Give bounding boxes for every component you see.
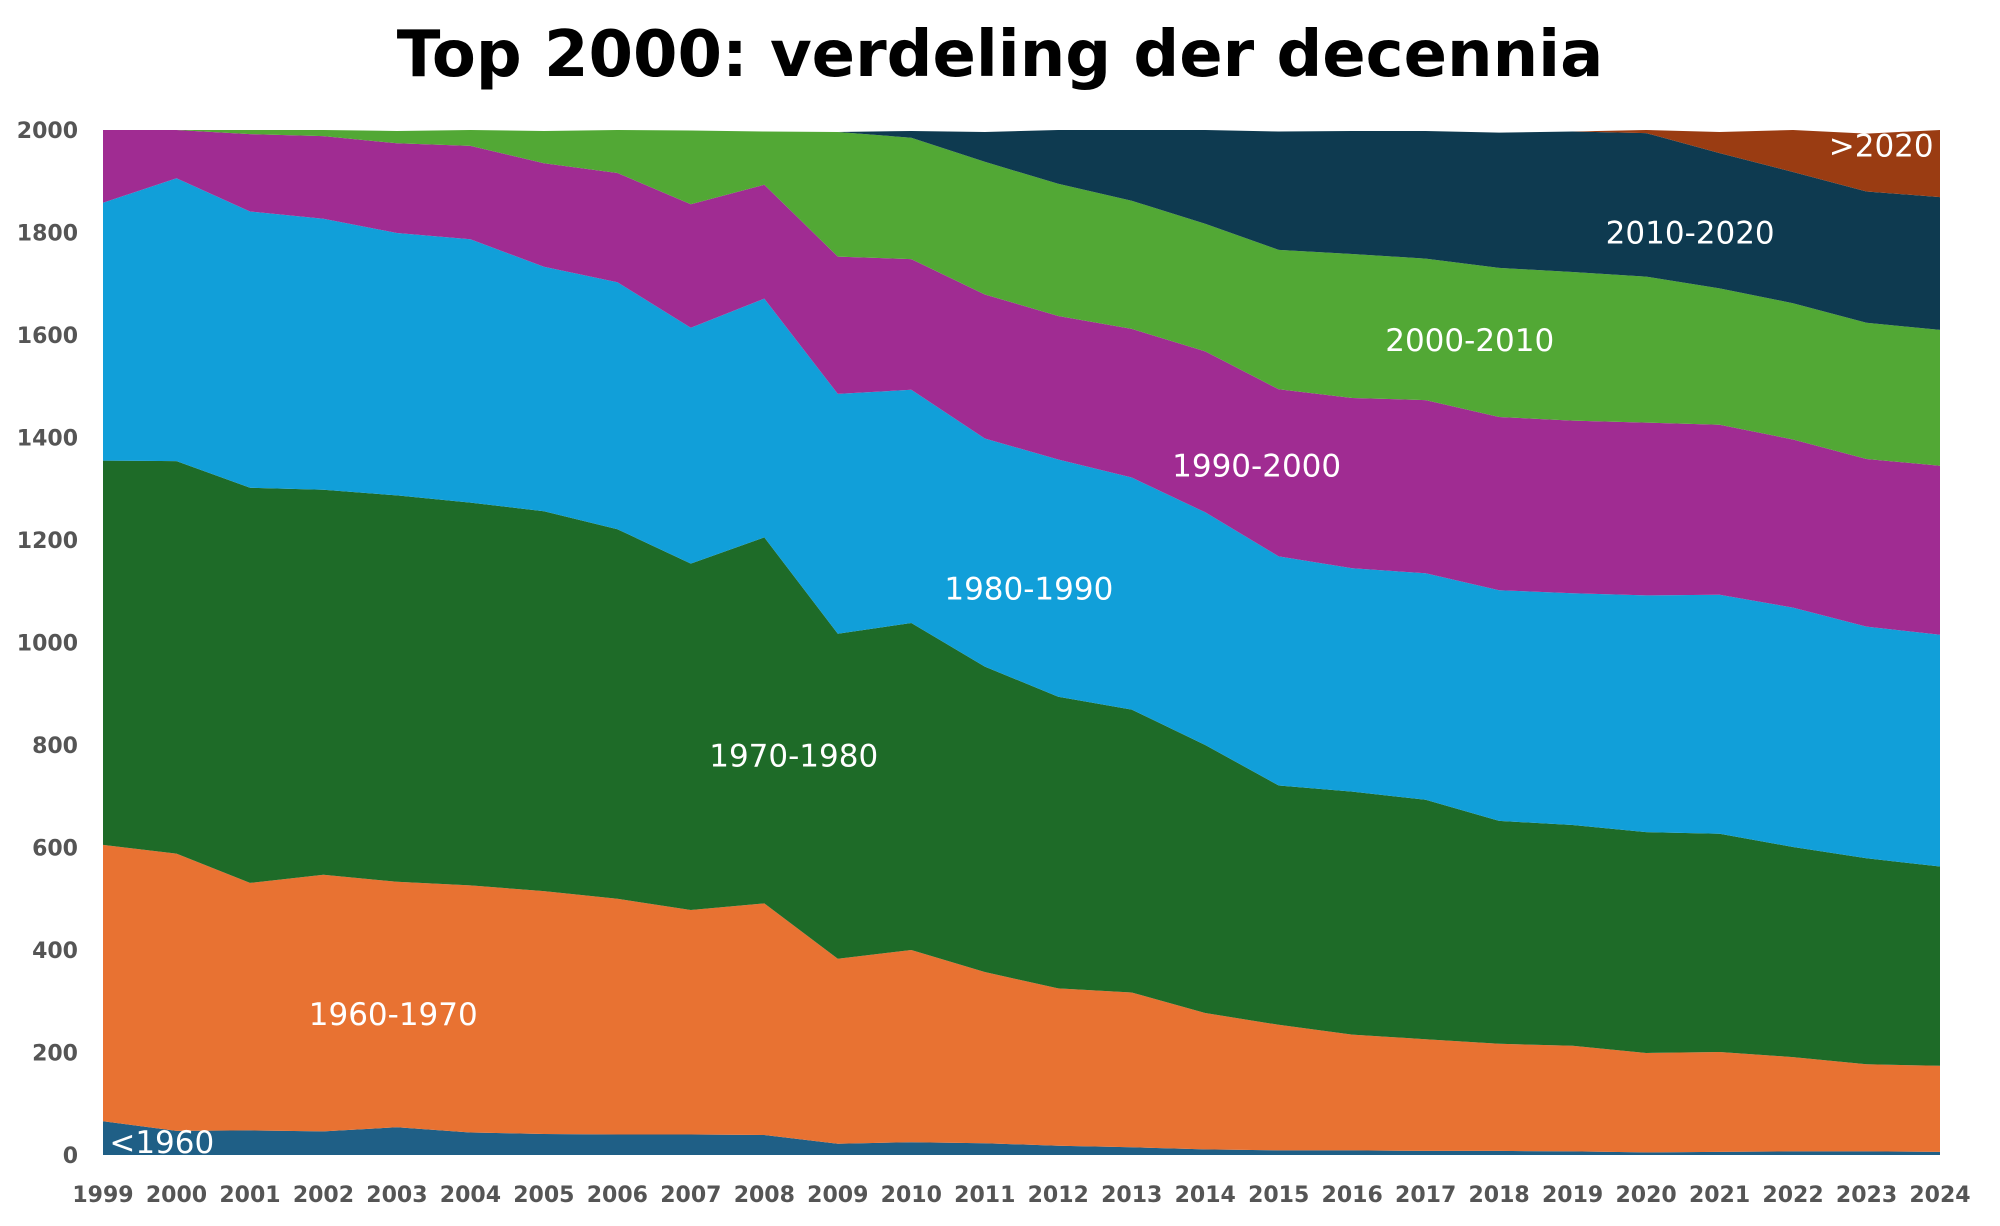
y-tick-label: 200: [32, 1042, 78, 1067]
x-tick-label: 1999: [72, 1183, 133, 1208]
y-tick-label: 400: [32, 939, 78, 964]
series-label: 1980-1990: [944, 572, 1113, 608]
area-1970-1980: [103, 460, 1940, 1066]
y-tick-label: 600: [32, 837, 78, 862]
y-tick-label: 2000: [17, 119, 78, 144]
x-tick-label: 2011: [954, 1183, 1015, 1208]
area-1960-1970: [103, 844, 1940, 1153]
x-axis: 1999 2000 2001 2002 2003 2004 2005 2006 2007 2008…: [72, 1183, 1970, 1208]
x-tick-label: 2012: [1028, 1183, 1089, 1208]
x-tick-label: 2002: [293, 1183, 354, 1208]
series-label: 1970-1980: [709, 738, 878, 774]
y-tick-label: 0: [63, 1144, 78, 1169]
x-tick-label: 2013: [1101, 1183, 1162, 1208]
y-tick-label: 1000: [17, 632, 78, 657]
x-tick-label: 2001: [219, 1183, 280, 1208]
x-tick-label: 2006: [587, 1183, 648, 1208]
area-1980-1990: [103, 178, 1940, 867]
x-tick-label: 2021: [1689, 1183, 1750, 1208]
x-tick-label: 2010: [881, 1183, 942, 1208]
x-tick-label: 2020: [1615, 1183, 1676, 1208]
x-tick-label: 2017: [1395, 1183, 1456, 1208]
y-tick-label: 1400: [17, 427, 78, 452]
area-2020: [103, 130, 1940, 198]
x-tick-label: 2003: [366, 1183, 427, 1208]
x-tick-label: 2024: [1909, 1183, 1970, 1208]
series-label: 1960-1970: [309, 997, 478, 1033]
y-tick-label: 1800: [17, 222, 78, 247]
y-axis: 0 200 400 600 800 1000 1200 1400 1600 1800 2000: [17, 119, 78, 1169]
area-layers: [103, 130, 1940, 1155]
x-tick-label: 2000: [146, 1183, 207, 1208]
area-2000-2010: [103, 130, 1940, 466]
series-label: 2010-2020: [1606, 216, 1775, 252]
series-label: >2020: [1829, 128, 1934, 164]
x-tick-label: 2007: [660, 1183, 721, 1208]
area-1960: [103, 1121, 1940, 1155]
series-label: 1990-2000: [1172, 449, 1341, 485]
x-tick-label: 2015: [1248, 1183, 1309, 1208]
series-labels: <1960 1960-1970 1970-1980 1980-1990 1990-200…: [109, 128, 1933, 1161]
series-label: 2000-2010: [1385, 323, 1554, 359]
y-tick-label: 800: [32, 734, 78, 759]
x-tick-label: 2023: [1836, 1183, 1897, 1208]
area-1990-2000: [103, 130, 1940, 635]
y-tick-label: 1200: [17, 529, 78, 554]
series-label: <1960: [109, 1125, 214, 1161]
chart-title: Top 2000: verdeling der decennia: [396, 18, 1604, 92]
x-tick-label: 2005: [513, 1183, 574, 1208]
x-tick-label: 2022: [1762, 1183, 1823, 1208]
x-tick-label: 2009: [807, 1183, 868, 1208]
y-tick-label: 1600: [17, 324, 78, 349]
x-tick-label: 2014: [1175, 1183, 1236, 1208]
x-tick-label: 2004: [440, 1183, 501, 1208]
area-2010-2020: [103, 130, 1940, 330]
x-tick-label: 2019: [1542, 1183, 1603, 1208]
x-tick-label: 2018: [1469, 1183, 1530, 1208]
x-tick-label: 2016: [1322, 1183, 1383, 1208]
x-tick-label: 2008: [734, 1183, 795, 1208]
